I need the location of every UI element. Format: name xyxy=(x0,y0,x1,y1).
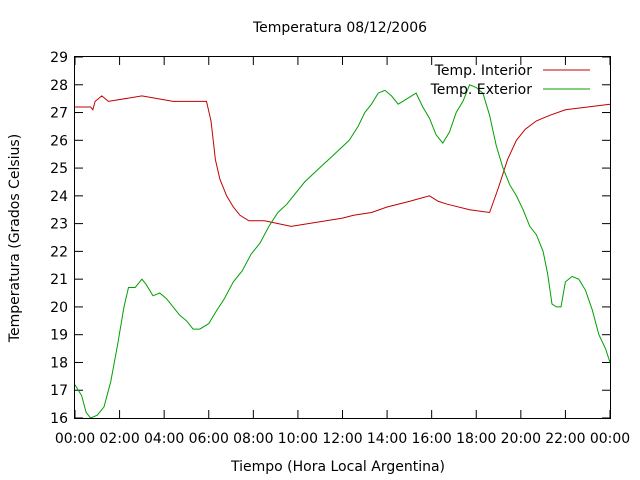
legend-label: Temp. Exterior xyxy=(430,82,533,98)
x-tick-label: 02:00 xyxy=(99,431,139,447)
y-tick-label: 22 xyxy=(50,244,68,260)
y-tick-label: 25 xyxy=(50,161,68,177)
legend-label: Temp. Interior xyxy=(434,63,533,79)
legend: Temp. Interior Temp. Exterior xyxy=(430,63,590,98)
x-axis-label: Tiempo (Hora Local Argentina) xyxy=(230,459,445,475)
y-tick-label: 20 xyxy=(50,300,68,316)
series-line-interior xyxy=(75,95,611,227)
x-tick-label: 10:00 xyxy=(278,431,318,447)
x-tick-label: 00:00 xyxy=(55,431,95,447)
plot-frame xyxy=(74,56,611,419)
series-layer xyxy=(74,84,611,419)
y-tick-label: 29 xyxy=(50,50,68,66)
x-tick-label: 16:00 xyxy=(411,431,451,447)
x-axis-ticks: 00:00 02:00 04:00 06:00 08:00 10:00 12:00 14:00… xyxy=(55,57,630,447)
y-tick-label: 17 xyxy=(50,383,68,399)
y-tick-label: 19 xyxy=(50,328,68,344)
x-tick-label: 18:00 xyxy=(456,431,496,447)
x-tick-label: 22:00 xyxy=(545,431,585,447)
x-tick-label: 00:00 xyxy=(590,431,630,447)
y-axis-label: Temperatura (Grados Celsius) xyxy=(7,134,23,343)
y-axis-ticks: 16 17 18 19 20 21 22 23 24 25 26 27 28 29 xyxy=(50,50,610,427)
y-tick-label: 18 xyxy=(50,355,68,371)
y-tick-label: 23 xyxy=(50,217,68,233)
x-tick-label: 14:00 xyxy=(367,431,407,447)
x-tick-label: 04:00 xyxy=(144,431,184,447)
y-tick-label: 24 xyxy=(50,189,68,205)
y-tick-label: 16 xyxy=(50,411,68,427)
y-tick-label: 28 xyxy=(50,78,68,94)
y-tick-label: 26 xyxy=(50,133,68,149)
y-tick-label: 21 xyxy=(50,272,68,288)
y-tick-label: 27 xyxy=(50,106,68,122)
x-tick-label: 08:00 xyxy=(233,431,273,447)
x-tick-label: 12:00 xyxy=(322,431,362,447)
x-tick-label: 20:00 xyxy=(501,431,541,447)
x-tick-label: 06:00 xyxy=(189,431,229,447)
chart-title: Temperatura 08/12/2006 xyxy=(252,20,427,36)
series-line-exterior xyxy=(74,84,611,419)
